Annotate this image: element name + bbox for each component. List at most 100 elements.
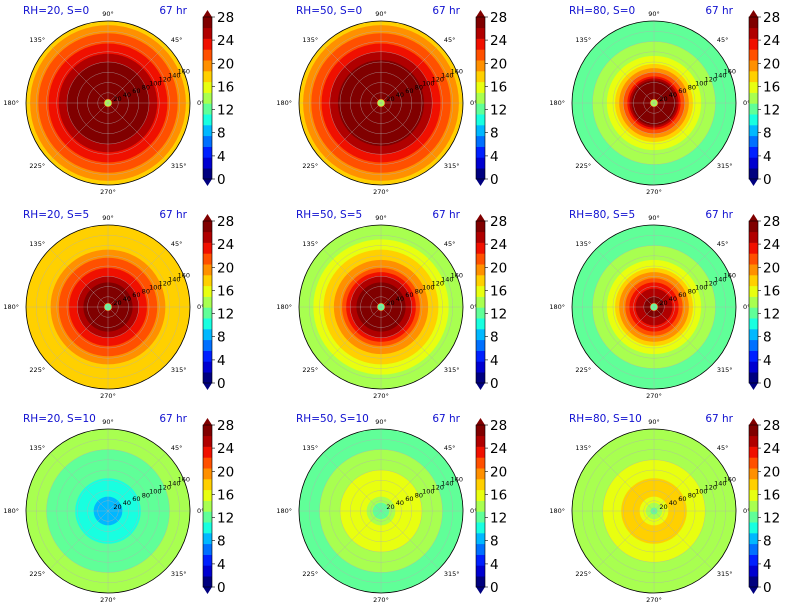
colorbar: 0 4 8 12 16 20 24 28 bbox=[202, 418, 234, 596]
angle-tick-label: 315° bbox=[171, 570, 187, 578]
grid-spoke bbox=[322, 248, 382, 308]
colorbar-tick-label: 12 bbox=[763, 103, 780, 119]
colorbar-segment bbox=[203, 479, 212, 491]
colorbar-tick-label: 24 bbox=[217, 441, 234, 457]
angle-tick-label: 225° bbox=[575, 366, 591, 374]
colorbar-frame bbox=[202, 424, 213, 588]
colorbar-tick-label: 28 bbox=[217, 10, 234, 26]
radial-tick-label: 120 bbox=[159, 484, 171, 492]
colorbar: 0 4 8 12 16 20 24 28 bbox=[748, 418, 780, 596]
colorbar-segment bbox=[476, 500, 485, 512]
radial-tick-label: 80 bbox=[688, 83, 696, 91]
grid-spoke bbox=[107, 452, 167, 512]
colorbar-segment bbox=[476, 275, 485, 287]
colorbar-tick-label: 0 bbox=[490, 580, 499, 596]
colorbar-tick-label: 28 bbox=[763, 214, 780, 230]
radial-tick-label: 60 bbox=[405, 291, 413, 299]
panel-title: RH=80, S=5 bbox=[569, 209, 635, 221]
colorbar-frame bbox=[748, 424, 759, 588]
colorbar-extend-min bbox=[203, 383, 212, 390]
angle-tick-label: 90° bbox=[648, 214, 660, 222]
colorbar-tick-label: 20 bbox=[217, 56, 234, 72]
colorbar-segment bbox=[203, 135, 212, 147]
colorbar: 0 4 8 12 16 20 24 28 bbox=[202, 10, 234, 188]
colorbar-tick-label: 4 bbox=[490, 353, 499, 369]
radial-tick-label: 100 bbox=[422, 79, 434, 87]
colorbar: 0 4 8 12 16 20 24 28 bbox=[202, 214, 234, 392]
colorbar-segment bbox=[476, 253, 485, 265]
colorbar-extend-max bbox=[476, 214, 485, 221]
colorbar-segment bbox=[749, 522, 758, 534]
angle-tick-label: 0° bbox=[470, 99, 477, 107]
radial-tick-label: 60 bbox=[132, 291, 140, 299]
colorbar-tick-label: 28 bbox=[217, 214, 234, 230]
radial-tick-label: 80 bbox=[415, 491, 423, 499]
colorbar-segment bbox=[203, 361, 212, 373]
panel-time-label: 67 hr bbox=[705, 209, 733, 221]
grid-spoke bbox=[595, 102, 655, 162]
angle-tick-label: 270° bbox=[100, 392, 116, 400]
angle-tick-label: 315° bbox=[444, 366, 460, 374]
colorbar-segment bbox=[749, 264, 758, 276]
colorbar-tick-label: 4 bbox=[217, 353, 226, 369]
radial-tick-label: 80 bbox=[415, 83, 423, 91]
colorbar-segment bbox=[476, 565, 485, 577]
colorbar-tick-label: 24 bbox=[490, 237, 507, 253]
angle-tick-label: 180° bbox=[276, 507, 292, 515]
panel-time-label: 67 hr bbox=[159, 413, 187, 425]
angle-tick-label: 315° bbox=[171, 366, 187, 374]
colorbar-extend-min bbox=[749, 179, 758, 186]
panel-time-label: 67 hr bbox=[159, 5, 187, 17]
radial-tick-label: 80 bbox=[142, 83, 150, 91]
radial-tick-label: 160 bbox=[451, 476, 463, 484]
colorbar-segment bbox=[203, 533, 212, 545]
colorbar-tick-label: 4 bbox=[217, 149, 226, 165]
angle-tick-label: 225° bbox=[302, 162, 318, 170]
angle-tick-label: 45° bbox=[717, 36, 729, 44]
colorbar-segment bbox=[749, 285, 758, 297]
colorbar-tick-label: 20 bbox=[490, 56, 507, 72]
colorbar-segment bbox=[203, 329, 212, 341]
colorbar-segment bbox=[476, 231, 485, 243]
polar-frame bbox=[571, 20, 737, 186]
radial-tick-label: 20 bbox=[659, 95, 667, 103]
colorbar-segment bbox=[749, 221, 758, 233]
radial-tick-label: 100 bbox=[149, 487, 161, 495]
radial-tick-label: 120 bbox=[432, 484, 444, 492]
colorbar-segment bbox=[203, 307, 212, 319]
angle-tick-label: 135° bbox=[29, 444, 45, 452]
colorbar-frame bbox=[748, 16, 759, 180]
radial-tick-label: 160 bbox=[724, 68, 736, 76]
colorbar-segment bbox=[476, 264, 485, 276]
colorbar: 0 4 8 12 16 20 24 28 bbox=[475, 418, 507, 596]
colorbar-segment bbox=[476, 307, 485, 319]
radial-tick-label: 140 bbox=[441, 72, 453, 80]
colorbar-segment bbox=[476, 81, 485, 93]
angle-tick-label: 180° bbox=[3, 507, 19, 515]
colorbar-extend-min bbox=[749, 587, 758, 594]
angle-tick-label: 0° bbox=[470, 507, 477, 515]
colorbar-tick-label: 16 bbox=[490, 283, 507, 299]
angle-tick-label: 135° bbox=[575, 444, 591, 452]
angle-tick-label: 270° bbox=[100, 188, 116, 196]
radial-tick-label: 20 bbox=[386, 503, 394, 511]
angle-tick-label: 90° bbox=[648, 418, 660, 426]
panel-time-label: 67 hr bbox=[705, 5, 733, 17]
angle-tick-label: 225° bbox=[29, 570, 45, 578]
colorbar-segment bbox=[203, 60, 212, 72]
colorbar-segment bbox=[476, 114, 485, 126]
colorbar-segment bbox=[203, 92, 212, 104]
angle-tick-label: 270° bbox=[646, 188, 662, 196]
angle-tick-label: 135° bbox=[302, 240, 318, 248]
panel-title: RH=50, S=0 bbox=[296, 5, 362, 17]
colorbar-segment bbox=[203, 146, 212, 158]
radial-tick-label: 120 bbox=[159, 280, 171, 288]
angle-tick-label: 90° bbox=[102, 10, 114, 18]
radial-tick-label: 60 bbox=[405, 87, 413, 95]
colorbar-tick-label: 0 bbox=[217, 172, 226, 188]
colorbar-segment bbox=[203, 318, 212, 330]
colorbar-segment bbox=[749, 446, 758, 458]
